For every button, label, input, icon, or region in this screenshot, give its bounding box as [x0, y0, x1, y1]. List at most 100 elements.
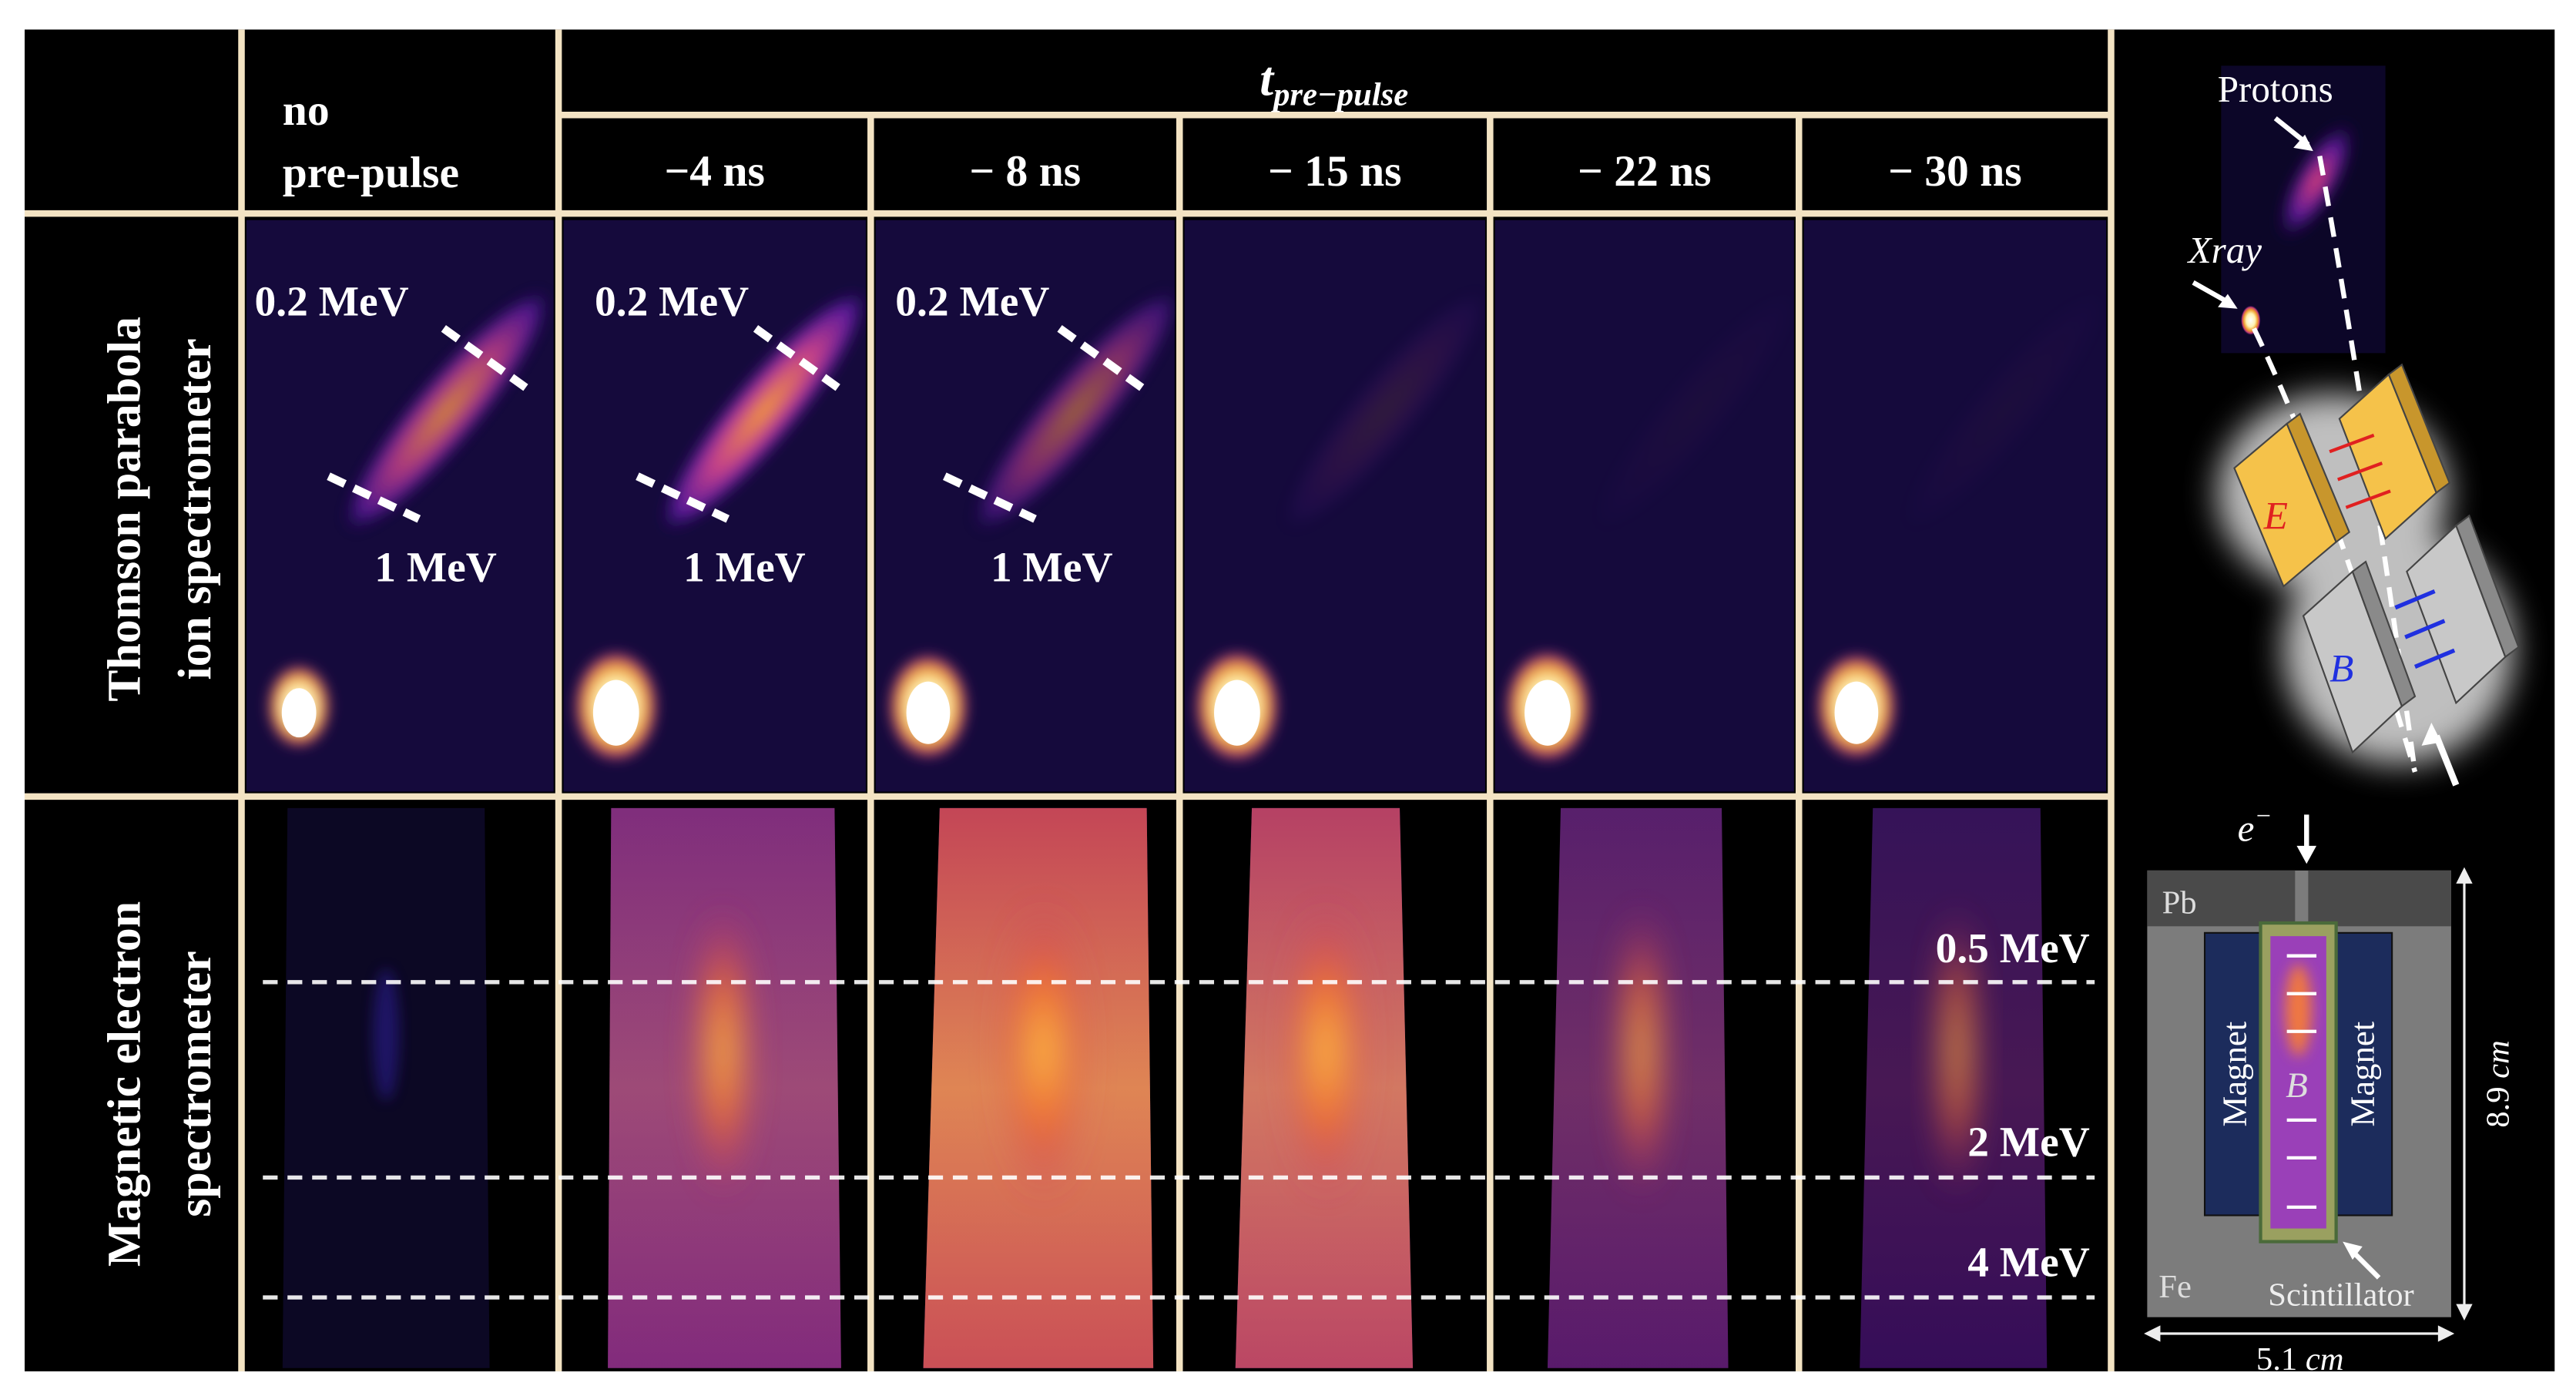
energy-label: 1 MeV — [991, 544, 1113, 591]
iron-label: Fe — [2158, 1269, 2192, 1305]
energy-label: 1 MeV — [374, 544, 497, 591]
arrowhead — [2343, 1241, 2363, 1260]
lead-shield — [2147, 870, 2296, 927]
row-label: spectrometer — [169, 951, 221, 1217]
ion-trace — [343, 289, 551, 532]
time-subscript: pre−pulse — [1270, 76, 1408, 112]
unit: cm — [2480, 1040, 2517, 1079]
row-label-line: Thomson parabola — [98, 317, 150, 702]
column — [1803, 220, 2107, 1368]
ion-trace — [1281, 289, 1489, 532]
delay-label: − 15 ns — [1268, 147, 1402, 196]
field-arrows — [2329, 433, 2391, 509]
electron-label: e− — [2238, 802, 2272, 849]
delay-labels: −4 ns − 8 ns − 15 ns − 22 ns − 30 ns — [665, 147, 2022, 196]
unit: cm — [2306, 1341, 2344, 1378]
electron-core — [1286, 903, 1365, 1200]
energy-label: 0.2 MeV — [255, 277, 409, 324]
energy-cut — [327, 472, 421, 523]
ion-energy-labels: 0.2 MeV 1 MeV 0.2 MeV 1 MeV 0.2 MeV 1 MeV — [255, 277, 1145, 591]
magnet-text: Magnet — [2215, 1021, 2253, 1126]
column — [875, 220, 1180, 1368]
field-label: B — [2286, 1065, 2308, 1106]
column — [563, 220, 867, 1368]
electron-charge: − — [2254, 802, 2272, 831]
electric-plate-side — [2286, 412, 2350, 544]
delay-label: −4 ns — [665, 147, 765, 196]
arrow — [2350, 1250, 2381, 1280]
width-value: 5.1 — [2256, 1341, 2297, 1378]
xray-label: Xray — [2187, 229, 2262, 271]
reference-label: pre-pulse — [283, 149, 459, 197]
xray-core — [1524, 680, 1571, 746]
energy-cut — [636, 472, 730, 523]
height-value: 8.9 — [2480, 1087, 2517, 1128]
row-label: Magnetic electron — [98, 901, 150, 1267]
column — [1184, 220, 1489, 1368]
grid-lines — [24, 29, 2115, 1372]
xray-core — [592, 680, 639, 746]
electric-plate-side — [2387, 363, 2451, 495]
magnet-label: Magnet — [2215, 1021, 2253, 1126]
magnetic-plate-side — [2455, 514, 2520, 659]
height-text: 8.9 cm — [2480, 1040, 2517, 1128]
energy-cut — [441, 325, 528, 391]
energy-label: 2 MeV — [1967, 1119, 2090, 1166]
electron-core — [1615, 903, 1668, 1200]
energy-cut — [753, 325, 840, 391]
ion-schematic: Protons Xray E B — [2187, 65, 2520, 787]
electron-symbol: e — [2238, 807, 2255, 849]
protons-label: Protons — [2218, 68, 2333, 110]
xray-spot — [2240, 305, 2261, 335]
row-label-line: spectrometer — [169, 951, 221, 1217]
magnet-text: Magnet — [2343, 1021, 2382, 1126]
ion-trace — [972, 289, 1180, 532]
width-text: 5.1 cm — [2256, 1341, 2344, 1378]
magnet — [2332, 931, 2393, 1216]
column — [1494, 220, 1794, 1368]
row-label-line: ion spectrometer — [169, 338, 221, 680]
time-symbol: t — [1259, 52, 1275, 106]
scintillator-label: Scintillator — [2268, 1277, 2413, 1314]
row-label-line: Magnetic electron — [98, 901, 150, 1267]
energy-cut — [1057, 325, 1145, 391]
electron-core — [1001, 903, 1085, 1200]
ion-trace — [660, 289, 867, 532]
xray-core — [906, 681, 951, 744]
xray-core — [281, 688, 317, 738]
magnetic-plate-side — [2351, 560, 2417, 708]
panels — [246, 220, 2107, 1368]
signal-core — [2285, 964, 2312, 1056]
magnet-label: Magnet — [2343, 1021, 2382, 1126]
electron-core — [373, 968, 400, 1101]
delay-label: − 22 ns — [1578, 147, 1712, 196]
electron-core — [1934, 903, 1980, 1200]
energy-label: 0.5 MeV — [1936, 925, 2090, 971]
reference-label: no — [283, 86, 330, 135]
height-label: 8.9 cm — [2480, 1040, 2517, 1128]
arrowhead — [2218, 294, 2238, 309]
lead-shield — [2308, 870, 2451, 927]
energy-cut — [942, 472, 1037, 523]
electron-core — [693, 903, 753, 1200]
time-header: tpre−pulse — [1259, 52, 1408, 113]
energy-label: 0.2 MeV — [895, 277, 1049, 324]
energy-label: 4 MeV — [1967, 1238, 2090, 1285]
delay-label: − 8 ns — [969, 147, 1081, 196]
energy-label: 0.2 MeV — [595, 277, 749, 324]
magnetic-field-label: B — [2329, 647, 2353, 691]
arrowhead — [2293, 134, 2313, 152]
electric-field-label: E — [2263, 494, 2288, 538]
energy-lines — [263, 980, 2095, 1300]
energy-label: 1 MeV — [683, 544, 806, 591]
column — [246, 220, 554, 1368]
proton-trace — [2276, 119, 2356, 242]
row-label: ion spectrometer — [169, 338, 221, 680]
field-arrows — [2394, 589, 2456, 669]
field-arrows — [2286, 954, 2317, 1209]
arrowhead — [2296, 845, 2317, 864]
row-label: Thomson parabola — [98, 317, 150, 702]
dimension-lines — [2147, 870, 2466, 1335]
